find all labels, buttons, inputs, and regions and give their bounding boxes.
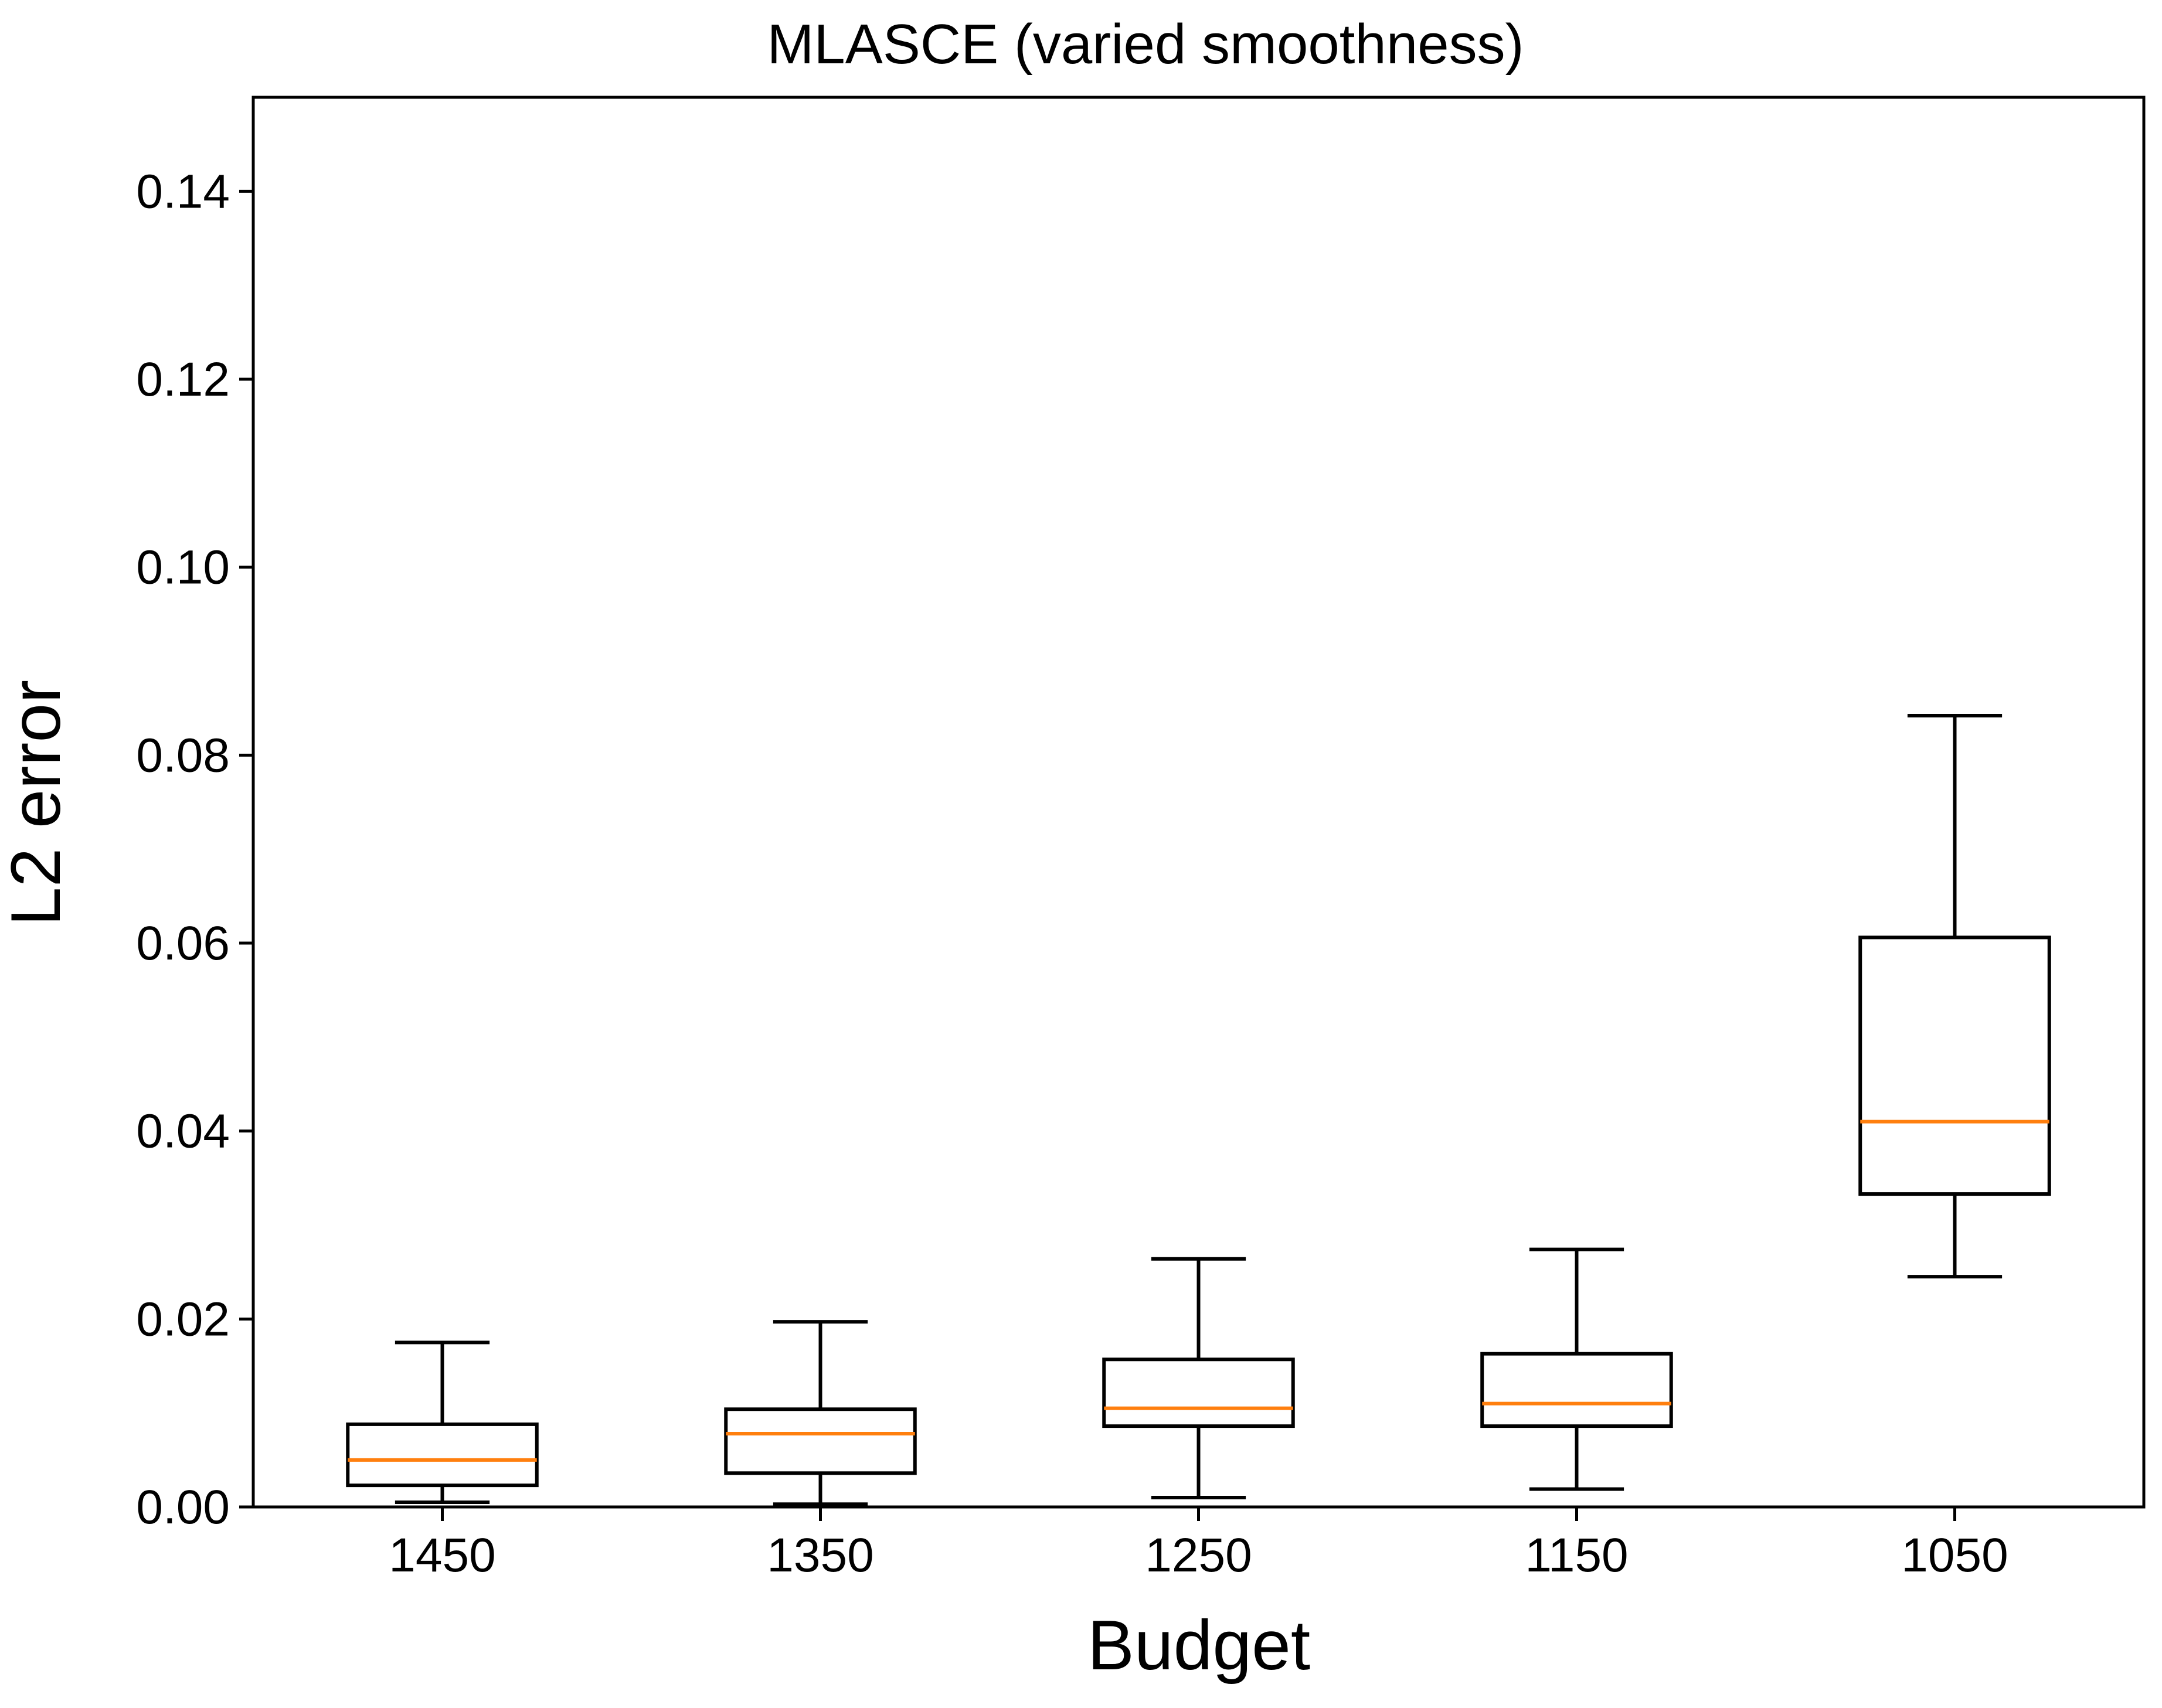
y-tick-label: 0.02: [136, 1292, 230, 1346]
iqr-box: [346, 1422, 539, 1488]
box-1250: [1102, 1257, 1295, 1499]
y-tick-label: 0.14: [136, 165, 230, 218]
box-1150: [1480, 1247, 1673, 1491]
x-axis: 1450 1350 1250 1150 1050: [389, 1507, 2008, 1582]
box-1050: [1858, 713, 2051, 1279]
box-1350: [724, 1320, 917, 1506]
plot-area: [346, 713, 2051, 1506]
iqr-box: [1102, 1357, 1295, 1428]
iqr-box: [1480, 1352, 1673, 1428]
y-axis: 0.00 0.02 0.04 0.06 0.08 0.10 0.12 0.14: [136, 165, 253, 1534]
x-tick-label: 1350: [767, 1529, 873, 1582]
y-tick-label: 0.10: [136, 541, 230, 594]
chart-title: MLASCE (varied smoothness): [767, 13, 1524, 76]
y-tick-label: 0.00: [136, 1481, 230, 1534]
x-tick-label: 1150: [1525, 1529, 1628, 1582]
box-1450: [346, 1340, 539, 1504]
y-tick-label: 0.08: [136, 729, 230, 782]
y-tick-label: 0.04: [136, 1105, 230, 1158]
x-tick-label: 1250: [1145, 1529, 1252, 1582]
y-axis-label: L2 error: [0, 680, 75, 926]
iqr-box: [1858, 935, 2051, 1196]
x-axis-label: Budget: [1087, 1606, 1310, 1685]
y-tick-label: 0.12: [136, 353, 230, 406]
y-tick-label: 0.06: [136, 917, 230, 970]
x-tick-label: 1450: [389, 1529, 495, 1582]
x-tick-label: 1050: [1901, 1529, 2008, 1582]
iqr-box: [724, 1407, 917, 1475]
